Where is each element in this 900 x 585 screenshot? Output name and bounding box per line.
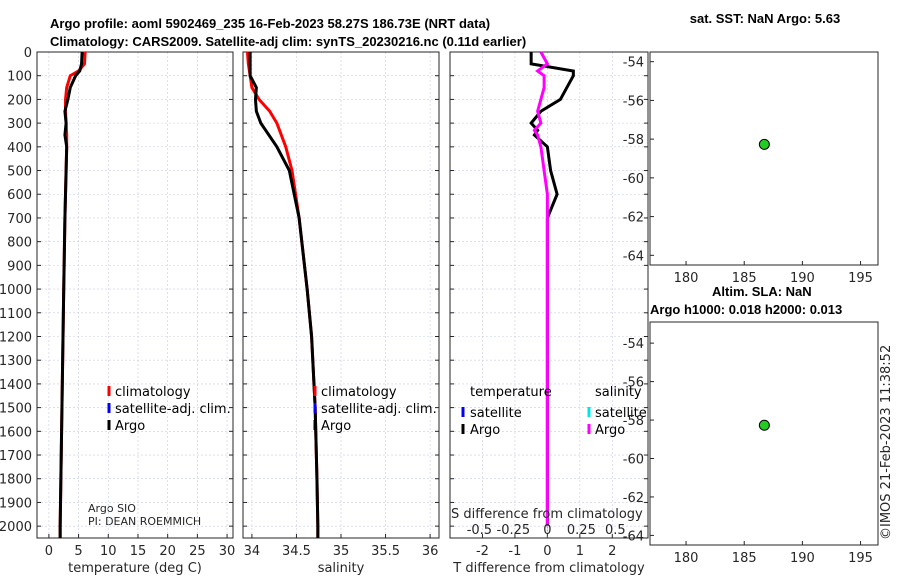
depth-tick-label: 600 bbox=[7, 188, 32, 203]
panel-3-axes bbox=[449, 51, 649, 539]
lat-tick-label: -60 bbox=[623, 172, 644, 187]
salinity-difference-line bbox=[532, 51, 550, 527]
depth-tick-label: 1500 bbox=[0, 402, 32, 417]
lat-tick-label: -54 bbox=[623, 337, 644, 352]
x-tick-label: 25 bbox=[189, 544, 206, 559]
lat-tick-label: -54 bbox=[623, 56, 644, 71]
legend-label: Argo bbox=[321, 419, 351, 434]
x-tick-label: 20 bbox=[159, 544, 176, 559]
lon-tick-label: 190 bbox=[790, 271, 815, 286]
depth-tick-label: 1200 bbox=[0, 330, 32, 345]
depth-tick-label: 1900 bbox=[0, 496, 32, 511]
legend-label: satellite-adj. clim. bbox=[115, 402, 231, 417]
series-argo-line bbox=[248, 52, 320, 538]
title-line1: Argo profile: aoml 5902469_235 16-Feb-20… bbox=[50, 16, 490, 31]
depth-tick-label: 1100 bbox=[0, 307, 32, 322]
x-tick-label: 0 bbox=[543, 544, 551, 559]
legend-label: Argo bbox=[595, 423, 625, 438]
lat-tick-label: -58 bbox=[623, 414, 644, 429]
depth-tick-label: 2000 bbox=[0, 520, 32, 535]
legend-label: satellite-adj. clim. bbox=[321, 402, 437, 417]
x-tick-label: 36 bbox=[422, 544, 439, 559]
imos-watermark: ©IMOS 21-Feb-2023 11:38:52 bbox=[879, 345, 894, 540]
lon-tick-label: 190 bbox=[790, 551, 815, 566]
title-line2: Climatology: CARS2009. Satellite-adj cli… bbox=[50, 34, 526, 49]
legend-label: satellite bbox=[470, 406, 522, 421]
x-tick-label: 0 bbox=[45, 544, 53, 559]
depth-tick-label: 200 bbox=[7, 93, 32, 108]
legend-label: Argo bbox=[115, 419, 145, 434]
lat-tick-label: -58 bbox=[623, 133, 644, 148]
x-tick-label: 35 bbox=[333, 544, 350, 559]
lon-tick-label: 185 bbox=[732, 271, 757, 286]
lat-tick-label: -64 bbox=[623, 529, 644, 544]
pi-label: PI: DEAN ROEMMICH bbox=[88, 515, 201, 528]
depth-tick-label: 1700 bbox=[0, 449, 32, 464]
depth-tick-label: 300 bbox=[7, 117, 32, 132]
sla-title: Altim. SLA: NaN bbox=[712, 284, 812, 299]
depth-tick-label: 1600 bbox=[0, 425, 32, 440]
s-tick-label: 0 bbox=[543, 523, 551, 538]
panel-1-axes bbox=[36, 51, 234, 539]
s-tick-label: -0.25 bbox=[497, 523, 531, 538]
lat-tick-label: -56 bbox=[623, 94, 644, 109]
lat-tick-label: -62 bbox=[623, 491, 644, 506]
series-argo-line bbox=[58, 51, 84, 538]
depth-tick-label: 800 bbox=[7, 236, 32, 251]
s-axis-label: S difference from climatology bbox=[451, 507, 643, 522]
s-tick-label: 0.5 bbox=[605, 523, 626, 538]
lon-tick-label: 195 bbox=[848, 551, 873, 566]
panel-2-axes bbox=[242, 51, 440, 539]
legend-label: climatology bbox=[321, 385, 397, 400]
x-tick-label: 30 bbox=[219, 544, 236, 559]
s-tick-label: -0.5 bbox=[467, 523, 492, 538]
depth-tick-label: 1300 bbox=[0, 354, 32, 369]
x-tick-label: 1 bbox=[576, 544, 584, 559]
lat-tick-label: -64 bbox=[623, 249, 644, 264]
x-tick-label: 35.5 bbox=[371, 544, 400, 559]
x-tick-label: 34 bbox=[244, 544, 261, 559]
x-tick-label: -1 bbox=[508, 544, 521, 559]
map-axes bbox=[649, 321, 879, 546]
x-tick-label: 10 bbox=[100, 544, 117, 559]
depth-tick-label: 500 bbox=[7, 165, 32, 180]
legend-label: Argo bbox=[470, 423, 500, 438]
map-axes bbox=[649, 51, 879, 266]
depth-tick-label: 0 bbox=[24, 46, 32, 61]
depth-tick-label: 1400 bbox=[0, 378, 32, 393]
depth-tick-label: 100 bbox=[7, 70, 32, 85]
x-tick-label: 34.5 bbox=[282, 544, 311, 559]
sst-title: sat. SST: NaN Argo: 5.63 bbox=[690, 11, 841, 26]
legend-salinity-title: salinity bbox=[595, 385, 642, 400]
depth-tick-label: 400 bbox=[7, 141, 32, 156]
sla-title-2: Argo h1000: 0.018 h2000: 0.013 bbox=[650, 302, 842, 317]
x-axis-label: temperature (deg C) bbox=[68, 561, 202, 576]
legend-label: climatology bbox=[115, 385, 191, 400]
depth-tick-label: 700 bbox=[7, 212, 32, 227]
lon-tick-label: 195 bbox=[848, 271, 873, 286]
lon-tick-label: 185 bbox=[732, 551, 757, 566]
x-tick-label: 2 bbox=[608, 544, 616, 559]
x-tick-label: -2 bbox=[476, 544, 489, 559]
argo-location-marker bbox=[758, 138, 770, 150]
institution-label: Argo SIO bbox=[88, 502, 136, 515]
argo-location-marker bbox=[758, 419, 770, 431]
depth-tick-label: 1000 bbox=[0, 283, 32, 298]
lat-tick-label: -60 bbox=[623, 452, 644, 467]
lon-tick-label: 180 bbox=[674, 271, 699, 286]
lat-tick-label: -56 bbox=[623, 376, 644, 391]
x-axis-label: T difference from climatology bbox=[452, 561, 645, 576]
lat-tick-label: -62 bbox=[623, 211, 644, 226]
depth-tick-label: 1800 bbox=[0, 473, 32, 488]
legend-temperature-title: temperature bbox=[470, 385, 552, 400]
lon-tick-label: 180 bbox=[674, 551, 699, 566]
x-axis-label: salinity bbox=[318, 561, 365, 576]
legend-label: satellite bbox=[595, 406, 647, 421]
x-tick-label: 5 bbox=[74, 544, 82, 559]
s-tick-label: 0.25 bbox=[567, 523, 596, 538]
x-tick-label: 15 bbox=[130, 544, 147, 559]
depth-tick-label: 900 bbox=[7, 259, 32, 274]
